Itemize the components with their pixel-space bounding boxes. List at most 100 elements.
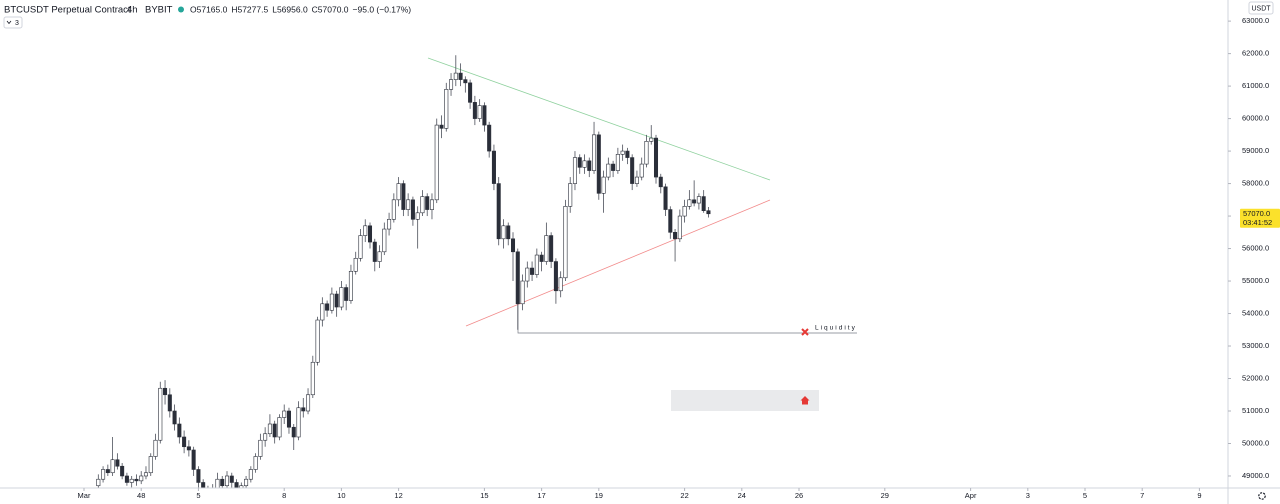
candle-body xyxy=(143,472,148,477)
candle-body xyxy=(201,482,206,488)
candle-body xyxy=(177,423,182,438)
candle-body xyxy=(563,206,568,279)
candle-body xyxy=(515,251,520,305)
candle-body xyxy=(163,387,168,396)
y-tick-label: 61000.0 xyxy=(1242,81,1269,90)
x-tick-label: 12 xyxy=(394,491,402,500)
x-tick-label: 15 xyxy=(480,491,488,500)
candle-body xyxy=(415,212,420,220)
candle-body xyxy=(224,475,230,487)
trend-line-lower xyxy=(465,199,771,327)
ohlc-value: L56956.0 xyxy=(272,4,308,14)
candle-body xyxy=(677,215,682,240)
time-axis: Mar 48 5 8 10 12 15 17 19 22 24 26 29 Apr 3 5 7 9 xyxy=(78,488,1201,500)
candle-body xyxy=(406,199,411,210)
candle-body xyxy=(634,176,639,184)
currency-button[interactable]: USDT xyxy=(1248,1,1274,15)
trend-line-upper xyxy=(427,57,771,181)
candle-body xyxy=(596,134,601,194)
x-tick-label: 10 xyxy=(337,491,345,500)
candle-body xyxy=(687,199,692,207)
plot-area: Liquidity xyxy=(96,55,857,488)
candle-body xyxy=(458,72,463,80)
candle-body xyxy=(124,475,129,483)
candle-body xyxy=(577,157,582,168)
currency-box[interactable] xyxy=(1248,1,1274,15)
candle-body xyxy=(553,261,558,292)
indicator-toggle-box[interactable] xyxy=(3,16,23,29)
y-tick-label: 52000.0 xyxy=(1242,373,1269,382)
y-tick-label: 59000.0 xyxy=(1242,146,1269,155)
liquidity-marker xyxy=(801,328,809,336)
y-tick-label: 56000.0 xyxy=(1242,244,1269,253)
x-tick-label: 48 xyxy=(137,491,145,500)
candle-body xyxy=(506,225,511,240)
candle-body xyxy=(706,210,711,215)
y-tick-label: 51000.0 xyxy=(1242,406,1269,415)
candle-body xyxy=(306,394,311,412)
candle-body xyxy=(491,150,496,184)
candle-body xyxy=(487,124,492,152)
candle-body xyxy=(291,426,296,438)
last-price-box xyxy=(1240,208,1280,228)
x-tick-label: 22 xyxy=(680,491,688,500)
candle-body xyxy=(611,163,616,171)
settings-button[interactable] xyxy=(1258,492,1266,500)
candle-body xyxy=(229,475,234,483)
candle-body xyxy=(401,183,406,210)
candle-body xyxy=(358,235,363,259)
countdown-label: 03:41:52 xyxy=(1243,218,1272,227)
candle-body xyxy=(692,199,697,204)
interval: 4h xyxy=(127,5,138,16)
candle-body xyxy=(477,105,482,119)
candle-body xyxy=(96,478,101,487)
candle-body xyxy=(320,303,325,321)
candle-body xyxy=(410,199,415,220)
y-tick-label: 58000.0 xyxy=(1242,179,1269,188)
currency-label: USDT xyxy=(1251,5,1271,12)
candle-body xyxy=(658,176,663,188)
indicator-toggle[interactable]: 3 xyxy=(3,16,23,29)
candle-body xyxy=(496,183,501,240)
y-tick-label: 49000.0 xyxy=(1242,471,1269,480)
candle-body xyxy=(134,478,139,482)
candle-body xyxy=(172,410,177,425)
candle-body xyxy=(587,160,592,171)
ohlc-value: O57165.0 xyxy=(190,4,228,14)
candle-body xyxy=(568,183,573,207)
candle-body xyxy=(139,475,144,482)
x-tick-label: 19 xyxy=(595,491,603,500)
candle-body xyxy=(220,478,225,487)
candle-body xyxy=(482,105,487,126)
candle-body xyxy=(282,410,287,418)
x-tick-label: 17 xyxy=(537,491,545,500)
candle-body xyxy=(429,199,434,210)
candle-body xyxy=(653,137,659,178)
candle-body xyxy=(277,417,282,438)
ohlc-value: −95.0 (−0.17%) xyxy=(353,4,412,14)
candle-body xyxy=(182,436,187,448)
candle-body xyxy=(668,209,673,233)
candle-body xyxy=(191,449,196,470)
candle-body xyxy=(644,141,649,165)
candle-body xyxy=(329,293,334,311)
candle-body xyxy=(167,394,172,412)
candle-body xyxy=(367,225,373,243)
candle-body xyxy=(248,469,253,480)
candle-body xyxy=(391,199,396,220)
candle-body xyxy=(348,270,353,301)
settings-icon[interactable] xyxy=(1258,492,1266,500)
last-price-label: 57070.0 xyxy=(1243,209,1270,218)
candle-body xyxy=(215,478,220,488)
candle-body xyxy=(639,163,644,178)
candle-body xyxy=(439,124,444,129)
home-icon xyxy=(800,396,810,405)
candle-body xyxy=(534,254,539,275)
x-tick-label: 5 xyxy=(1083,491,1087,500)
candle-body xyxy=(267,423,272,435)
candles xyxy=(96,55,711,488)
candle-body xyxy=(582,160,587,168)
candle-body xyxy=(682,206,687,217)
candle-body xyxy=(472,102,477,119)
